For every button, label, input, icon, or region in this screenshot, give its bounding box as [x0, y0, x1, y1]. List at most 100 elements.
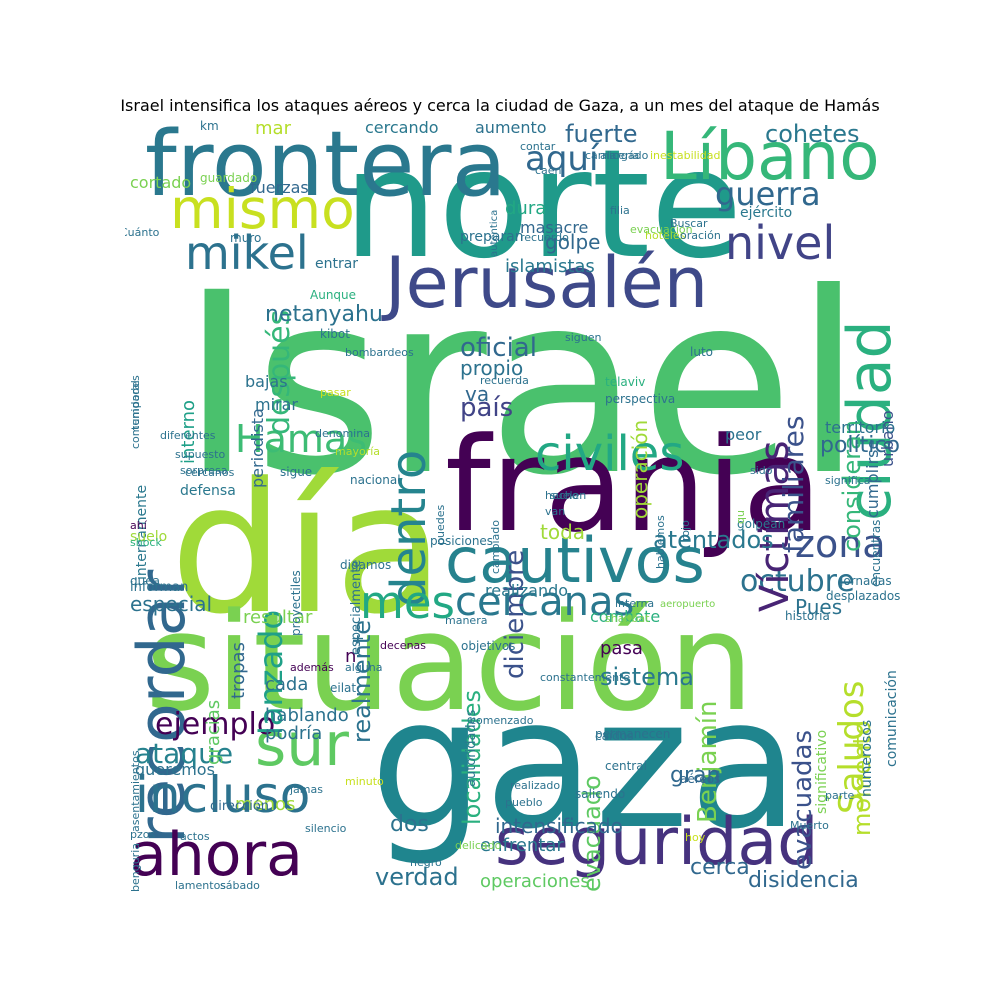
word-qu: qu: [734, 510, 747, 524]
word-posiciones: posiciones: [430, 534, 494, 548]
word-sabado: sábado: [220, 879, 260, 892]
word-especial: especial: [130, 592, 213, 616]
word-politico: político: [820, 433, 900, 458]
word-negro: negro: [410, 856, 442, 869]
word-propio: propio: [460, 356, 524, 380]
word-saliendo: saliendo: [575, 787, 626, 801]
word-gran: gran: [670, 763, 721, 788]
word-fuerte: fuerte: [565, 120, 638, 148]
word-golpe: golpe: [545, 230, 601, 254]
word-alguna: alguna: [345, 661, 383, 674]
word-comunicacion: comunicación: [884, 670, 900, 767]
word-ataque: ataque: [135, 737, 234, 770]
word-ejemplo: ejemplo: [155, 707, 276, 742]
word-eilat: eilat: [330, 681, 357, 695]
word-quea: quea: [130, 574, 160, 588]
word-silencio: silencio: [305, 822, 347, 835]
word-enfrentar: enfrentar: [480, 835, 564, 856]
word-encuentras: encuentras: [869, 519, 883, 587]
word-atentados: atentados: [653, 526, 774, 554]
word-guardado: guardado: [200, 171, 258, 185]
word-toda: toda: [540, 520, 586, 544]
word-menos: menos: [235, 794, 296, 815]
word-gracias: gracias: [203, 699, 224, 765]
word-shabbat: shabbat: [605, 612, 650, 625]
word-hecho: hecho: [545, 489, 579, 502]
word-ahi: ahí: [130, 519, 147, 532]
word-israel: Israel: [180, 239, 864, 530]
word-situacion: situación: [145, 584, 754, 741]
word-decenas: decenas: [380, 639, 427, 652]
word-pasa: pasa: [600, 638, 643, 659]
word-sigue: sigue: [280, 465, 313, 479]
word-dura: dura: [505, 198, 547, 219]
word-siguen: siguen: [565, 331, 602, 344]
word-preparan: preparan: [460, 229, 524, 245]
word-caen: caen: [535, 164, 562, 177]
word-numerosos: numerosos: [859, 719, 875, 797]
word-disidencia: disidencia: [748, 868, 859, 892]
word-frontera: frontera: [145, 120, 507, 217]
word-fuerzas: fuerzas: [250, 178, 309, 197]
word-civiles: civiles: [535, 426, 685, 482]
word-filia: filia: [610, 204, 630, 217]
word-bombardeos: bombardeos: [345, 346, 414, 359]
word-informan: informan: [130, 580, 189, 595]
word-seguridad: seguridad: [495, 805, 819, 880]
word-historia: historia: [785, 609, 830, 623]
word-octubre: octubre: [740, 564, 855, 599]
word-desplazados: desplazados: [826, 589, 900, 603]
word-nacional: nacional: [350, 473, 401, 487]
word-ejercito: ejército: [740, 205, 793, 221]
word-hablemos: hablemos: [654, 515, 667, 569]
word-ahora: ahora: [130, 820, 303, 890]
word-telaviv: telaviv: [605, 375, 646, 389]
word-oficial: oficial: [460, 333, 537, 363]
word-aumento: aumento: [475, 120, 547, 137]
word-sido: sido: [750, 464, 773, 477]
word-interna: interna: [615, 597, 655, 610]
word-benguria: benguria: [129, 843, 142, 892]
word-rojo: rojo: [679, 520, 692, 541]
word-entrar: entrar: [315, 256, 359, 272]
word-minuto: minuto: [345, 775, 384, 788]
word-cortado: cortado: [130, 173, 192, 192]
word-bajas: bajas: [245, 372, 288, 391]
word-aqui: aquí: [525, 139, 599, 179]
word-caidos: caídos: [595, 729, 634, 743]
word-territorio: territorio: [825, 418, 896, 437]
word-pues: Pues: [795, 595, 843, 619]
word-masacre: masacre: [520, 218, 589, 237]
word-mikel: mikel: [185, 226, 309, 280]
word-dia: día: [170, 445, 445, 654]
word-proyectiles: proyectiles: [289, 570, 303, 636]
word-cambiado: cambiado: [489, 520, 502, 574]
word-cercanas: cercanas: [455, 579, 635, 625]
word-suelen: suelen: [550, 489, 587, 502]
word-denomina: denomina: [315, 427, 370, 440]
word-cohetes: cohetes: [765, 120, 860, 148]
word-intensificado: intensificado: [495, 814, 623, 838]
word-luto: luto: [690, 345, 713, 359]
word-central: central: [605, 759, 647, 773]
word-realizando: realizando: [485, 581, 569, 600]
word-periodista: periodista: [248, 408, 267, 488]
word-buscar: Buscar: [670, 217, 708, 230]
word-jamas: jamas: [290, 783, 323, 796]
word-cercanos: cercanos: [185, 466, 235, 479]
word-dos: dos: [390, 812, 429, 837]
word-netanyahu: netanyahu: [265, 302, 383, 327]
word-puedes: puedes: [434, 504, 447, 545]
word-actos: actos: [180, 830, 210, 843]
word-contar: contar: [520, 140, 556, 153]
word-alargado: alargado: [600, 149, 649, 162]
word-lamentos: lamentos: [175, 879, 227, 892]
word-pais: país: [460, 393, 514, 423]
word-va: va: [465, 382, 490, 406]
word-mes: mes: [360, 576, 455, 629]
word-hablando: hablando: [265, 705, 349, 726]
word-tropas: tropas: [228, 642, 249, 699]
word-diciembre: diciembre: [500, 549, 530, 679]
word-pasar: pasar: [320, 386, 351, 399]
word-autentica: auténtica: [489, 209, 500, 257]
